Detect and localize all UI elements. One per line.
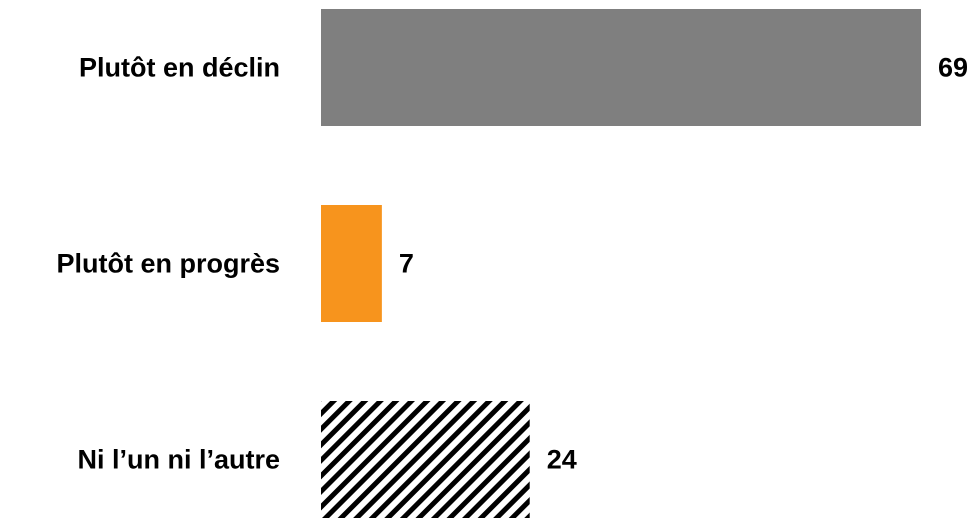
bar-2 [321, 205, 382, 322]
bar-3 [321, 401, 530, 518]
category-label-2: Plutôt en progrès [56, 249, 280, 279]
category-label-3: Ni l’un ni l’autre [77, 445, 280, 475]
labels-layer: Plutôt en déclin 69 Plutôt en progrès 7 Ni l… [56, 53, 968, 475]
bars-layer [321, 9, 921, 518]
category-label-1: Plutôt en déclin [79, 53, 280, 83]
value-label-2: 7 [399, 249, 414, 279]
value-label-3: 24 [547, 445, 577, 475]
bar-1 [321, 9, 921, 126]
value-label-1: 69 [938, 53, 968, 83]
